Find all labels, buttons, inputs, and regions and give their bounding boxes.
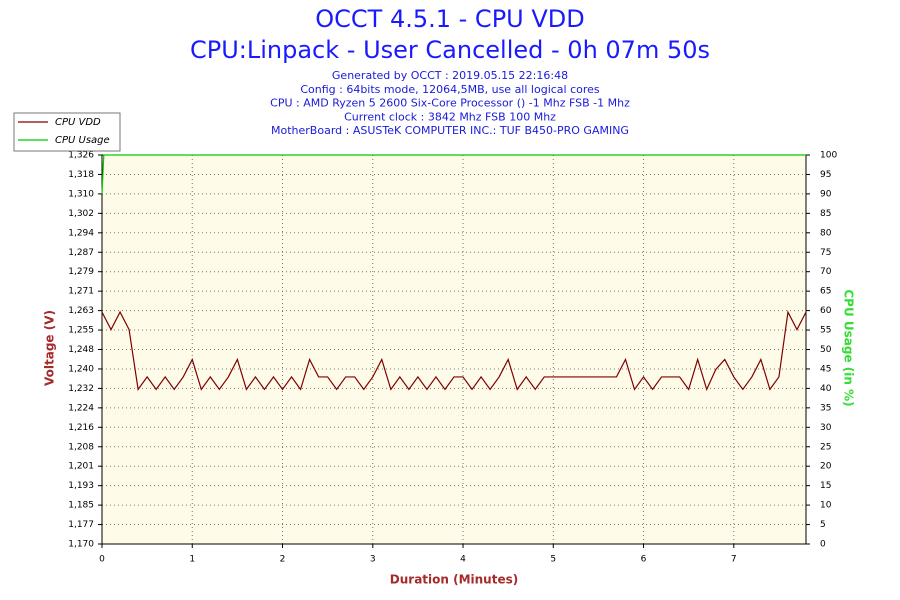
y2-axis-label: CPU Usage (in %) [842,289,856,406]
y-tick-label: 1,302 [68,209,94,219]
x-tick-label: 4 [460,555,466,565]
info-line: Current clock : 3842 Mhz FSB 100 Mhz [344,110,556,123]
y2-tick-label: 90 [820,189,832,199]
x-tick-label: 1 [189,555,195,565]
info-line: Generated by OCCT : 2019.05.15 22:16:48 [332,69,568,82]
chart-subtitle: CPU:Linpack - User Cancelled - 0h 07m 50… [190,36,710,64]
x-tick-label: 7 [731,555,737,565]
series-line [101,154,806,194]
y2-tick-label: 95 [820,170,831,180]
y2-tick-label: 40 [820,384,832,394]
y-tick-label: 1,208 [68,442,94,452]
y2-tick-label: 85 [820,209,831,219]
legend-label: CPU Usage [55,135,110,146]
x-tick-label: 0 [99,555,105,565]
y2-tick-label: 15 [820,481,831,491]
y2-tick-label: 70 [820,267,832,277]
y-tick-label: 1,224 [68,403,94,413]
y-tick-label: 1,263 [68,306,94,316]
y2-tick-label: 45 [820,364,831,374]
y-tick-label: 1,287 [68,248,94,258]
y2-tick-label: 80 [820,228,832,238]
y2-tick-label: 30 [820,423,832,433]
x-tick-label: 2 [280,555,286,565]
legend-box [13,112,121,152]
chart-title: OCCT 4.5.1 - CPU VDD [315,5,584,33]
y-tick-label: 1,279 [68,267,94,277]
y-tick-label: 1,255 [68,326,94,336]
y2-tick-label: 20 [820,462,832,472]
y2-tick-label: 5 [820,520,826,530]
info-line: Config : 64bits mode, 12064,5MB, use all… [300,83,600,96]
y2-tick-label: 25 [820,442,831,452]
y-tick-label: 1,240 [68,364,94,374]
y-tick-label: 1,318 [68,170,94,180]
y-axis-label: Voltage (V) [43,310,57,386]
y2-tick-label: 75 [820,248,831,258]
y-tick-label: 1,326 [68,151,94,161]
y2-tick-label: 100 [820,151,837,161]
x-tick-label: 6 [641,555,647,565]
y-tick-label: 1,170 [68,540,94,550]
legend-label: CPU VDD [55,117,101,128]
y2-tick-label: 10 [820,501,832,511]
y-tick-label: 1,310 [68,189,94,199]
y-tick-label: 1,294 [68,228,94,238]
x-tick-label: 3 [370,555,376,565]
y-tick-label: 1,271 [68,287,94,297]
info-line: CPU : AMD Ryzen 5 2600 Six-Core Processo… [270,97,630,110]
y-tick-label: 1,232 [68,384,94,394]
y2-tick-label: 65 [820,287,831,297]
y-tick-label: 1,185 [68,501,94,511]
y2-tick-label: 50 [820,345,832,355]
y-tick-label: 1,177 [68,520,94,530]
series-line [101,310,807,392]
y-tick-label: 1,201 [68,462,94,472]
y2-tick-label: 0 [820,540,826,550]
y-tick-label: 1,193 [68,481,94,491]
y-tick-label: 1,216 [68,423,94,433]
x-tick-label: 5 [550,555,556,565]
x-axis-label: Duration (Minutes) [390,573,518,587]
y2-tick-label: 35 [820,403,831,413]
info-line: MotherBoard : ASUSTeK COMPUTER INC.: TUF… [271,124,629,137]
y2-tick-label: 55 [820,326,831,336]
y2-tick-label: 60 [820,306,832,316]
y-tick-label: 1,248 [68,345,94,355]
